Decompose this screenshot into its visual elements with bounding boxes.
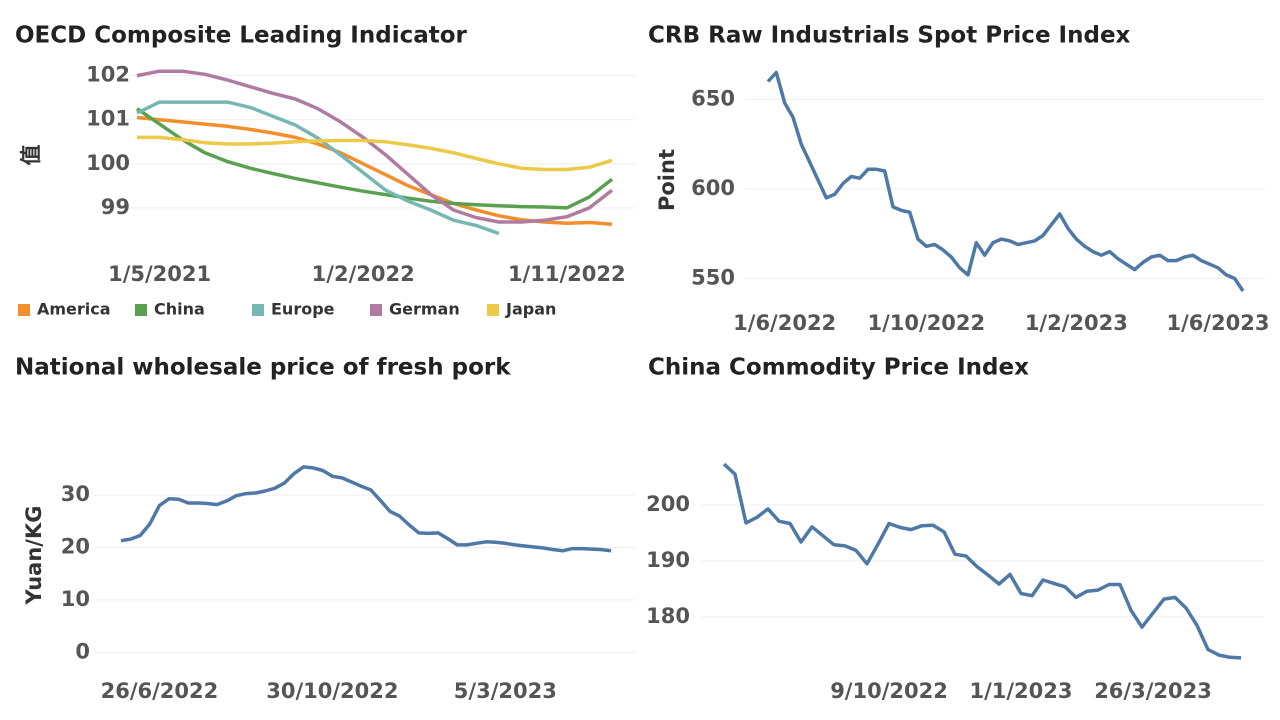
y-tick-label: 0 <box>75 639 90 663</box>
x-tick-label: 1/2/2022 <box>312 262 415 286</box>
legend-label: China <box>154 300 205 319</box>
x-tick-label: 1/2/2023 <box>1025 311 1128 335</box>
y-axis-label: Yuan/KG <box>22 506 46 606</box>
data-line <box>136 69 614 224</box>
chart-title: National wholesale price of fresh pork <box>15 355 511 381</box>
y-axis-label: 值 <box>19 145 43 166</box>
x-tick-label: 1/6/2022 <box>733 311 836 335</box>
x-tick-label: 1/10/2022 <box>868 311 986 335</box>
legend-swatch <box>18 304 30 316</box>
x-tick-label: 26/3/2023 <box>1094 679 1212 703</box>
x-tick-label: 1/11/2022 <box>508 262 626 286</box>
x-tick-label: 30/10/2022 <box>266 679 398 703</box>
data-line <box>120 465 612 553</box>
x-tick-label: 9/10/2022 <box>830 679 948 703</box>
chart-title: OECD Composite Leading Indicator <box>15 23 468 49</box>
y-tick-label: 600 <box>691 176 735 200</box>
x-tick-label: 1/1/2023 <box>969 679 1072 703</box>
x-tick-label: 26/6/2022 <box>101 679 219 703</box>
y-tick-label: 100 <box>86 151 130 175</box>
legend-label: Japan <box>505 300 556 319</box>
x-tick-label: 1/6/2023 <box>1166 311 1269 335</box>
y-tick-label: 180 <box>646 604 690 628</box>
x-tick-label: 1/5/2021 <box>108 262 211 286</box>
data-line <box>136 100 500 236</box>
legend-swatch <box>252 304 264 316</box>
y-tick-label: 10 <box>61 587 90 611</box>
data-line <box>137 135 613 172</box>
y-axis-label: Point <box>655 149 679 211</box>
y-tick-label: 190 <box>646 548 690 572</box>
y-tick-label: 101 <box>86 107 130 131</box>
y-tick-label: 99 <box>101 195 130 219</box>
x-tick-label: 5/3/2023 <box>454 679 557 703</box>
y-tick-label: 550 <box>691 266 735 290</box>
legend-swatch <box>487 304 499 316</box>
y-tick-label: 20 <box>61 535 90 559</box>
y-tick-label: 102 <box>86 63 130 87</box>
chart-title: CRB Raw Industrials Spot Price Index <box>648 23 1131 49</box>
legend-label: Europe <box>271 300 335 319</box>
y-tick-label: 650 <box>691 86 735 110</box>
data-line <box>136 107 614 210</box>
legend-label: German <box>389 300 460 319</box>
legend-label: America <box>37 300 111 319</box>
legend-swatch <box>135 304 147 316</box>
y-tick-label: 30 <box>61 482 90 506</box>
data-line <box>766 70 1245 292</box>
legend-swatch <box>370 304 382 316</box>
data-line <box>722 462 1242 660</box>
y-tick-label: 200 <box>646 492 690 516</box>
chart-title: China Commodity Price Index <box>648 355 1029 381</box>
